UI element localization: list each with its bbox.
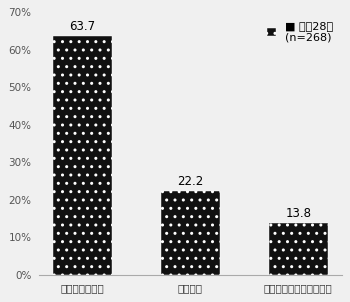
Bar xyxy=(53,36,112,275)
Text: 13.8: 13.8 xyxy=(285,207,311,220)
Bar xyxy=(268,223,328,275)
Text: 63.7: 63.7 xyxy=(69,20,96,33)
Legend: ■ 平成28年
(n=268): ■ 平成28年 (n=268) xyxy=(264,18,336,46)
Text: 22.2: 22.2 xyxy=(177,175,203,188)
Bar xyxy=(161,191,220,275)
